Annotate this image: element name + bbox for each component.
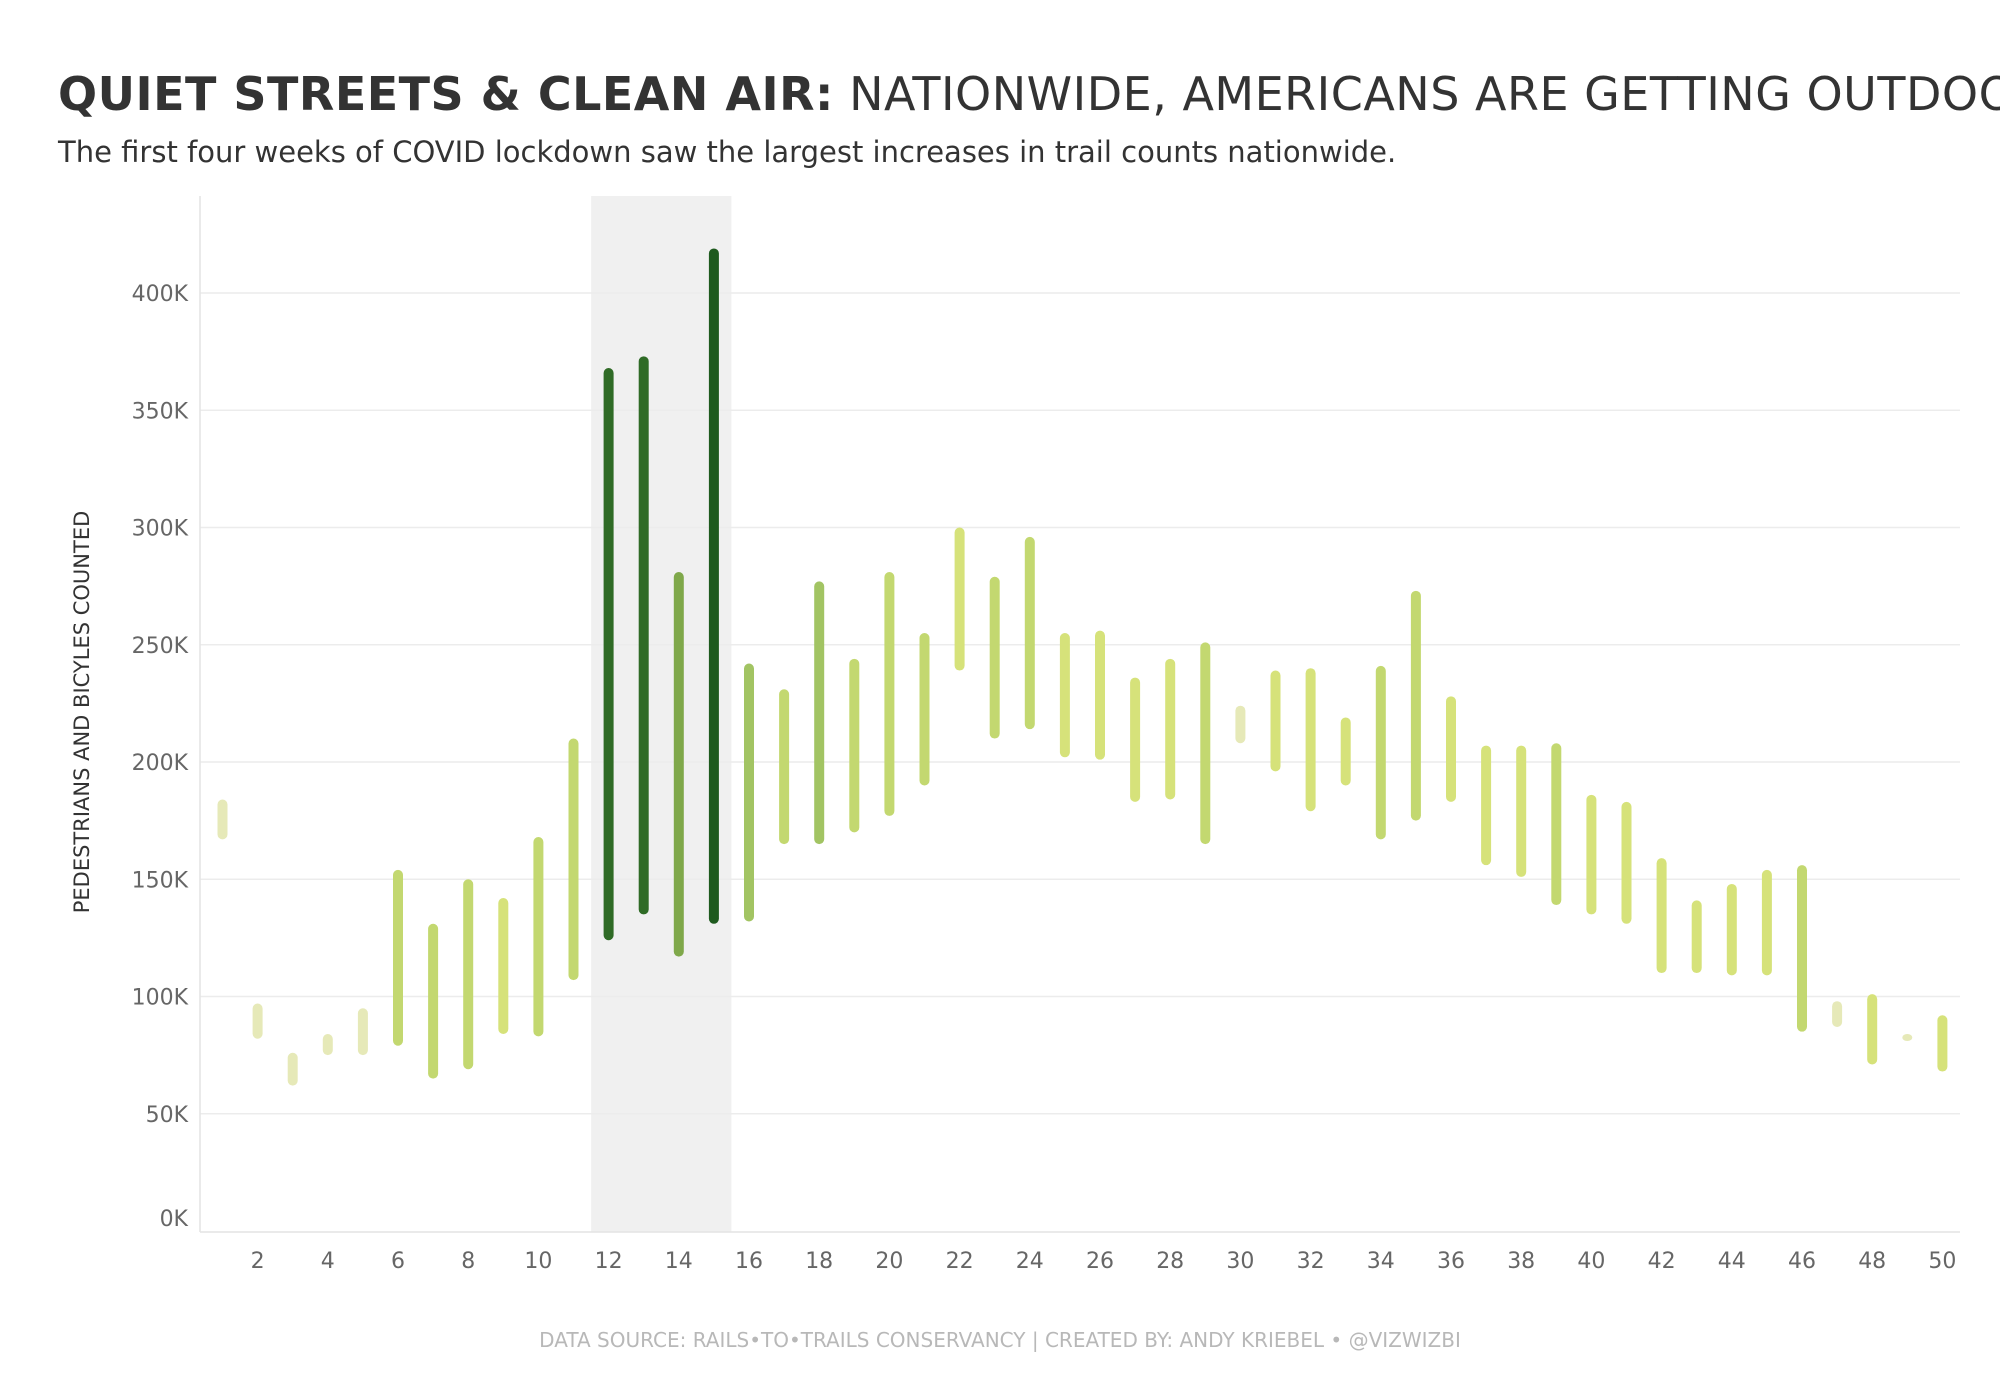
range-bar-week-48 [1867, 994, 1878, 1065]
range-bar-week-19 [849, 658, 860, 833]
chart-title-rest: NATIONWIDE, AMERICANS ARE GETTING OUTDOO… [849, 67, 2000, 121]
x-tick-label: 2 [251, 1249, 265, 1274]
range-bar-week-39 [1551, 743, 1562, 906]
chart-header: QUIET STREETS & CLEAN AIR: NATIONWIDE, A… [58, 64, 2000, 172]
range-bar-week-5 [357, 1008, 368, 1056]
x-tick-label: 34 [1367, 1249, 1395, 1274]
range-bar-week-30 [1235, 705, 1246, 744]
x-tick-label: 28 [1156, 1249, 1184, 1274]
y-tick-label: 300K [132, 517, 189, 542]
highlight-band-layer [591, 196, 732, 1232]
y-tick-label: 350K [132, 399, 189, 424]
range-bar-week-3 [287, 1052, 298, 1086]
x-tick-label: 44 [1718, 1249, 1746, 1274]
range-bar-week-8 [463, 879, 474, 1070]
range-bar-week-31 [1270, 670, 1281, 772]
range-bar-week-27 [1130, 677, 1141, 802]
x-tick-label: 46 [1788, 1249, 1816, 1274]
x-tick-label: 18 [805, 1249, 833, 1274]
x-tick-label: 26 [1086, 1249, 1114, 1274]
axes [199, 196, 1960, 1233]
x-tick-label: 22 [946, 1249, 974, 1274]
range-bar-week-37 [1481, 745, 1492, 866]
range-bar-week-17 [779, 689, 790, 845]
range-bar-week-1 [217, 799, 228, 840]
range-bar-week-18 [814, 581, 825, 845]
range-bar-week-13 [638, 356, 649, 915]
range-bar-week-21 [919, 633, 930, 786]
y-tick-label: 250K [132, 634, 189, 659]
range-bar-week-25 [1059, 633, 1070, 758]
x-tick-label: 14 [665, 1249, 693, 1274]
range-bar-week-14 [673, 572, 684, 957]
range-bar-week-24 [1024, 536, 1035, 730]
x-tick-label: 4 [321, 1249, 335, 1274]
range-bar-week-50 [1937, 1015, 1948, 1072]
x-tick-label: 12 [595, 1249, 623, 1274]
range-bar-week-28 [1165, 658, 1176, 800]
range-bar-week-7 [428, 923, 439, 1079]
range-bar-week-6 [393, 869, 403, 1046]
range-bars [217, 248, 1948, 1086]
range-bar-week-15 [708, 248, 719, 924]
x-tick-label: 42 [1648, 1249, 1676, 1274]
y-tick-label: 150K [132, 868, 189, 893]
range-bar-week-41 [1621, 801, 1632, 924]
range-bar-week-12 [603, 368, 614, 941]
y-tick-label: 50K [146, 1103, 189, 1128]
x-tick-label: 38 [1507, 1249, 1535, 1274]
range-bar-week-4 [322, 1034, 333, 1056]
x-tick-label: 30 [1226, 1249, 1254, 1274]
x-tick-label: 16 [735, 1249, 763, 1274]
range-bar-week-26 [1095, 630, 1105, 760]
chart-title-bold: QUIET STREETS & CLEAN AIR: [58, 67, 834, 121]
range-bar-week-16 [744, 663, 754, 922]
range-bar-week-11 [568, 738, 579, 981]
lockdown-highlight-band [591, 196, 732, 1232]
y-tick-label: 400K [132, 282, 189, 307]
range-bar-week-23 [989, 576, 1000, 739]
footer-credits: DATA SOURCE: RAILS•TO•TRAILS CONSERVANCY… [539, 1328, 1461, 1352]
range-bar-week-2 [252, 1003, 263, 1039]
x-tick-label: 36 [1437, 1249, 1465, 1274]
range-bar-week-40 [1586, 794, 1597, 915]
x-tick-label: 20 [875, 1249, 903, 1274]
range-bar-week-43 [1691, 900, 1702, 974]
x-tick-label: 40 [1577, 1249, 1605, 1274]
x-tick-label: 32 [1297, 1249, 1325, 1274]
range-bar-week-20 [884, 572, 895, 816]
range-bar-week-36 [1446, 696, 1456, 802]
range-bar-week-42 [1656, 858, 1667, 974]
y-tick-label: 200K [132, 751, 189, 776]
y-axis-title: PEDESTRIANS AND BICYLES COUNTED [70, 511, 94, 914]
range-bar-week-34 [1375, 665, 1386, 840]
gridlines [200, 292, 1960, 1115]
range-bar-week-44 [1726, 883, 1737, 976]
range-bar-week-22 [954, 527, 965, 671]
x-tick-label: 24 [1016, 1249, 1044, 1274]
x-tick-label: 50 [1928, 1249, 1956, 1274]
y-tick-label: 0K [160, 1207, 189, 1232]
range-bar-week-33 [1340, 717, 1351, 786]
chart-subtitle: The first four weeks of COVID lockdown s… [58, 135, 1397, 169]
range-bar-week-32 [1305, 668, 1316, 812]
range-bar-week-35 [1410, 590, 1421, 821]
x-tick-label: 8 [461, 1249, 475, 1274]
range-bar-week-47 [1832, 1001, 1843, 1027]
chart-title: QUIET STREETS & CLEAN AIR: NATIONWIDE, A… [58, 64, 2000, 124]
x-tick-label: 10 [524, 1249, 552, 1274]
range-bar-week-45 [1761, 869, 1772, 976]
x-tick-label: 48 [1858, 1249, 1886, 1274]
range-bar-week-46 [1797, 865, 1807, 1032]
range-bar-week-38 [1516, 745, 1527, 877]
range-bar-week-9 [498, 898, 509, 1035]
y-tick-label: 100K [132, 986, 189, 1011]
range-bar-week-10 [533, 837, 544, 1037]
range-bar-week-29 [1200, 642, 1211, 845]
range-bar-week-49 [1902, 1034, 1913, 1042]
x-tick-label: 6 [391, 1249, 405, 1274]
